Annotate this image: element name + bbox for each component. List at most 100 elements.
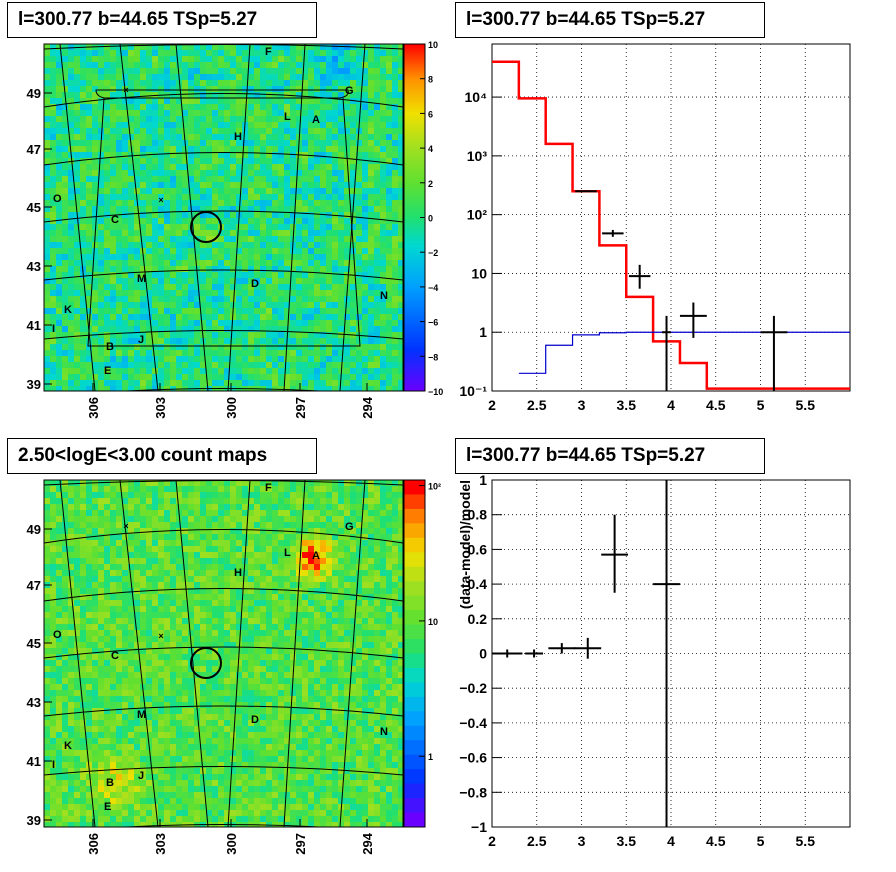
map-pixel (296, 104, 303, 111)
map-pixel (188, 338, 195, 345)
map-pixel (392, 80, 399, 87)
map-pixel (80, 804, 87, 811)
map-pixel (62, 158, 69, 165)
map-pixel (98, 368, 105, 375)
map-pixel (374, 266, 381, 273)
map-pixel (164, 612, 171, 619)
map-pixel (80, 368, 87, 375)
map-pixel (362, 110, 369, 117)
map-pixel (80, 164, 87, 171)
map-pixel (170, 564, 177, 571)
map-pixel (110, 540, 117, 547)
map-pixel (296, 182, 303, 189)
map-pixel (74, 290, 81, 297)
map-pixel (104, 594, 111, 601)
map-pixel (356, 248, 363, 255)
map-pixel (266, 140, 273, 147)
map-pixel (116, 350, 123, 357)
map-pixel (86, 570, 93, 577)
map-pixel (92, 510, 99, 517)
map-pixel (176, 642, 183, 649)
map-pixel (380, 302, 387, 309)
map-pixel (302, 122, 309, 129)
map-pixel (134, 128, 141, 135)
map-pixel (68, 110, 75, 117)
map-pixel (266, 86, 273, 93)
map-pixel (134, 164, 141, 171)
map-pixel (86, 630, 93, 637)
map-pixel (92, 350, 99, 357)
map-pixel (104, 314, 111, 321)
map-pixel (314, 146, 321, 153)
map-pixel (272, 266, 279, 273)
map-pixel (152, 98, 159, 105)
map-pixel (98, 182, 105, 189)
map-pixel (170, 618, 177, 625)
map-pixel (200, 164, 207, 171)
map-pixel (182, 344, 189, 351)
map-pixel (104, 158, 111, 165)
map-pixel (128, 750, 135, 757)
map-pixel (266, 68, 273, 75)
map-pixel (290, 80, 297, 87)
map-pixel (80, 350, 87, 357)
map-pixel (224, 206, 231, 213)
map-pixel (44, 612, 51, 619)
map-pixel (86, 624, 93, 631)
map-pixel (68, 368, 75, 375)
map-pixel (194, 128, 201, 135)
map-pixel (152, 696, 159, 703)
map-pixel (122, 326, 129, 333)
map-pixel (242, 170, 249, 177)
map-pixel (218, 50, 225, 57)
map-pixel (386, 326, 393, 333)
map-pixel (170, 492, 177, 499)
map-pixel (80, 62, 87, 69)
map-pixel (386, 50, 393, 57)
map-pixel (92, 798, 99, 805)
map-pixel (146, 176, 153, 183)
map-pixel (158, 654, 165, 661)
map-pixel (158, 128, 165, 135)
map-pixel (68, 386, 75, 391)
map-pixel (164, 236, 171, 243)
map-pixel (248, 140, 255, 147)
map-pixel (218, 62, 225, 69)
map-pixel (146, 690, 153, 697)
map-pixel (398, 308, 403, 315)
map-pixel (302, 80, 309, 87)
map-pixel (44, 176, 51, 183)
map-pixel (146, 624, 153, 631)
map-pixel (212, 122, 219, 129)
map-pixel (170, 600, 177, 607)
map-pixel (200, 236, 207, 243)
map-pixel (116, 642, 123, 649)
map-pixel (98, 68, 105, 75)
map-pixel (398, 350, 403, 357)
map-pixel (74, 134, 81, 141)
map-pixel (164, 50, 171, 57)
map-pixel (56, 356, 63, 363)
map-pixel (140, 104, 147, 111)
map-pixel (188, 230, 195, 237)
map-pixel (182, 774, 189, 781)
map-pixel (122, 606, 129, 613)
map-pixel (350, 224, 357, 231)
map-pixel (398, 296, 403, 303)
map-pixel (254, 320, 261, 327)
map-pixel (386, 350, 393, 357)
map-pixel (350, 380, 357, 387)
map-pixel (224, 44, 231, 51)
map-pixel (110, 56, 117, 63)
map-pixel (350, 86, 357, 93)
map-pixel (398, 200, 403, 207)
map-pixel (332, 308, 339, 315)
map-pixel (56, 68, 63, 75)
map-pixel (392, 374, 399, 381)
map-pixel (182, 648, 189, 655)
map-pixel (122, 362, 129, 369)
map-pixel (62, 624, 69, 631)
map-pixel (80, 732, 87, 739)
map-pixel (74, 356, 81, 363)
map-pixel (50, 332, 57, 339)
